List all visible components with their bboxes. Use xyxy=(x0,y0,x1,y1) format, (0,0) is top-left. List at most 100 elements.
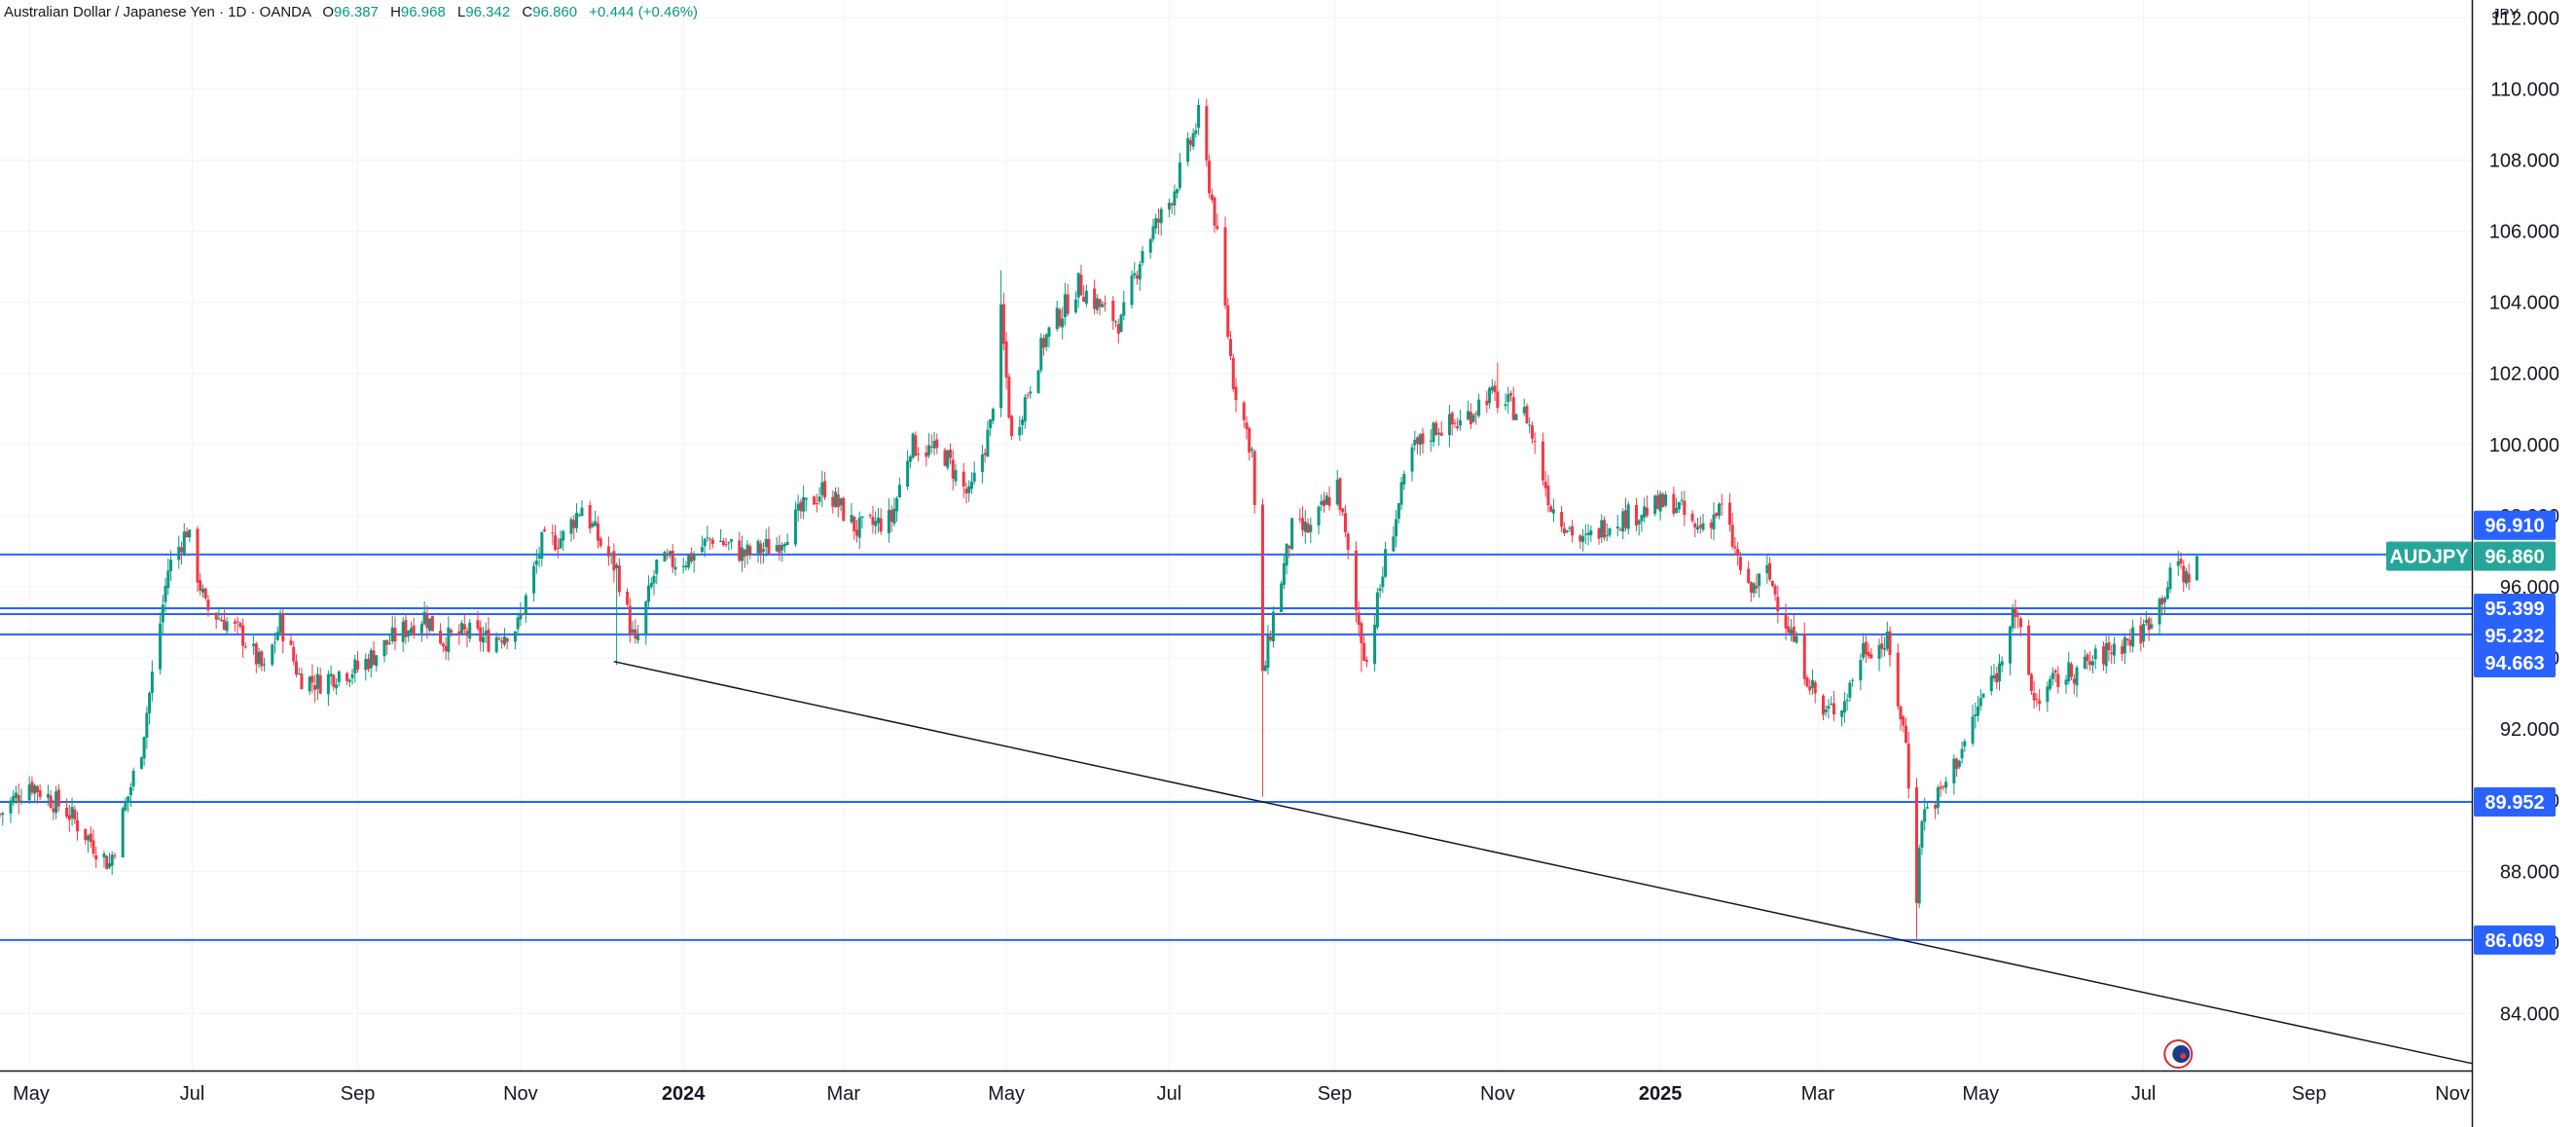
candle-body xyxy=(2144,620,2148,623)
candle-body xyxy=(185,531,189,538)
candle-body xyxy=(2088,661,2092,666)
candle-body xyxy=(500,639,504,643)
candle-body xyxy=(649,582,653,588)
candle-body xyxy=(2014,607,2017,617)
level-price-tag xyxy=(2474,510,2556,540)
level-price-tag xyxy=(2474,620,2556,650)
candle-body xyxy=(748,546,752,555)
candle-body xyxy=(1421,433,1425,445)
candle-body xyxy=(329,673,333,676)
time-tick-label: May xyxy=(13,1083,50,1105)
candle-body xyxy=(1130,275,1134,306)
candle-body xyxy=(1944,782,1948,788)
candle-body xyxy=(2104,643,2108,667)
candle-body xyxy=(1467,411,1470,419)
candle-body xyxy=(1530,425,1534,439)
candle-body xyxy=(326,673,330,695)
candle-body xyxy=(487,629,490,652)
price-tick-label: 108.000 xyxy=(2489,150,2559,171)
candle-body xyxy=(1658,493,1662,512)
candle-body xyxy=(1981,693,1985,698)
candle-body xyxy=(1880,643,1884,649)
candle-body xyxy=(1541,441,1544,481)
candle-body xyxy=(1490,386,1494,391)
candle-body xyxy=(1021,419,1025,425)
price-tick-label: 102.000 xyxy=(2489,364,2559,385)
candle-body xyxy=(1191,132,1195,147)
candle-body xyxy=(1810,679,1814,688)
candle-body xyxy=(1263,665,1267,672)
candle-body xyxy=(785,542,789,546)
candle-body xyxy=(524,595,527,614)
candle-body xyxy=(1320,501,1324,505)
candle-body xyxy=(1565,530,1569,532)
candle-body xyxy=(1546,486,1550,506)
candle-body xyxy=(347,679,351,682)
candle-body xyxy=(1997,663,2001,682)
candle-body xyxy=(1395,519,1398,537)
candle-body xyxy=(668,551,671,555)
candle-body xyxy=(703,538,707,547)
candle-body xyxy=(588,505,592,529)
candle-body xyxy=(1271,611,1275,641)
candle-body xyxy=(1899,706,1903,720)
trendline-line[interactable] xyxy=(613,661,2473,1065)
candle-body xyxy=(2016,615,2020,617)
candle-body xyxy=(949,450,953,458)
candle-body xyxy=(84,828,88,841)
candle-body xyxy=(756,540,760,554)
candle-body xyxy=(1119,314,1123,333)
candle-body xyxy=(2086,654,2089,662)
candle-body xyxy=(1765,564,1769,573)
candle-body xyxy=(27,784,31,801)
time-tick-label: Nov xyxy=(1480,1083,1515,1105)
candle-body xyxy=(1883,648,1887,650)
open-value: 96.387 xyxy=(334,4,379,20)
candle-body xyxy=(49,795,53,809)
time-axis[interactable]: May Jul Sep Nov 2024 Mar May Jul Sep Nov 2025 Mar Ma… xyxy=(13,1083,2470,1105)
candle-body xyxy=(879,518,883,532)
candle-body xyxy=(439,631,443,644)
candle-body xyxy=(113,854,117,856)
price-tick-label: 106.000 xyxy=(2489,222,2559,243)
candle-body xyxy=(1245,422,1249,430)
candle-body xyxy=(367,659,371,670)
candle-body xyxy=(390,627,394,642)
price-tick-label: 104.000 xyxy=(2489,293,2559,314)
candle-body xyxy=(2147,618,2151,631)
flag-marker[interactable] xyxy=(2163,1039,2194,1069)
candle-body xyxy=(127,796,130,804)
candle-body xyxy=(612,551,616,571)
candle-body xyxy=(634,629,637,638)
candle-body xyxy=(569,519,573,534)
candle-body xyxy=(313,685,317,691)
candle-body xyxy=(278,612,282,634)
candle-body xyxy=(1923,809,1927,822)
close-value: 96.860 xyxy=(532,4,578,20)
candle-body xyxy=(1151,226,1155,239)
candle-body xyxy=(1864,641,1868,655)
candle-body xyxy=(409,628,413,634)
candle-body xyxy=(1978,698,1982,707)
candle-body xyxy=(2046,686,2050,703)
candle-body xyxy=(1971,716,1975,745)
candle-body xyxy=(1792,627,1796,642)
candle-body xyxy=(1197,105,1201,128)
candle-body xyxy=(799,501,803,512)
candle-body xyxy=(887,509,890,533)
candle-body xyxy=(17,795,20,803)
candle-body xyxy=(708,538,712,540)
candle-body xyxy=(1039,338,1043,371)
candle-body xyxy=(743,549,746,557)
candle-body xyxy=(297,673,301,675)
candle-body xyxy=(1392,536,1396,552)
candle-body xyxy=(1413,439,1417,446)
candle-body xyxy=(626,591,630,605)
candle-body xyxy=(1888,631,1892,656)
candle-body xyxy=(1787,626,1791,634)
horizontal-levels xyxy=(0,553,2472,941)
candle-body xyxy=(2163,598,2167,602)
candle-body xyxy=(337,671,341,682)
candle-body xyxy=(1715,512,1719,517)
